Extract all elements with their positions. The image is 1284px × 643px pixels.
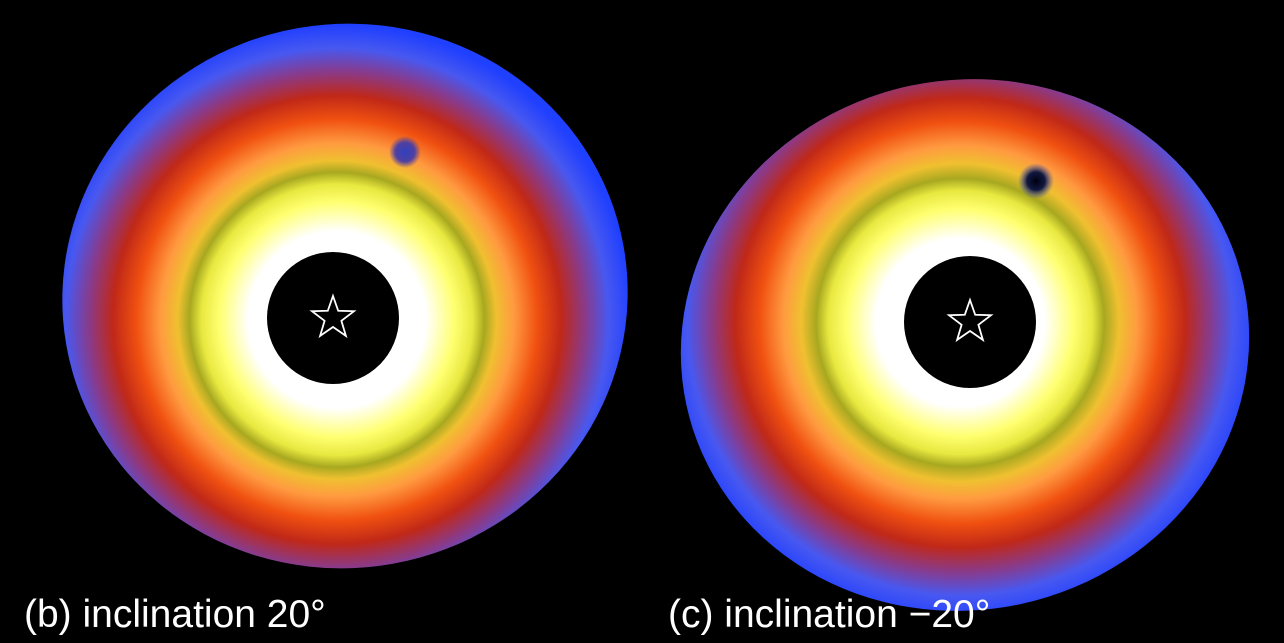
figure: (b) inclination 20° (c) inclination −20° bbox=[0, 0, 1284, 643]
inner-hole bbox=[267, 252, 399, 384]
inner-hole bbox=[904, 256, 1036, 388]
planet-gap bbox=[389, 136, 421, 168]
page: {"panels": [{"label": "(b) inclination 2… bbox=[0, 0, 1284, 643]
panel-label: (c) inclination −20° bbox=[668, 593, 990, 636]
planet-gap bbox=[1018, 163, 1054, 199]
panel-label: (b) inclination 20° bbox=[24, 593, 326, 636]
